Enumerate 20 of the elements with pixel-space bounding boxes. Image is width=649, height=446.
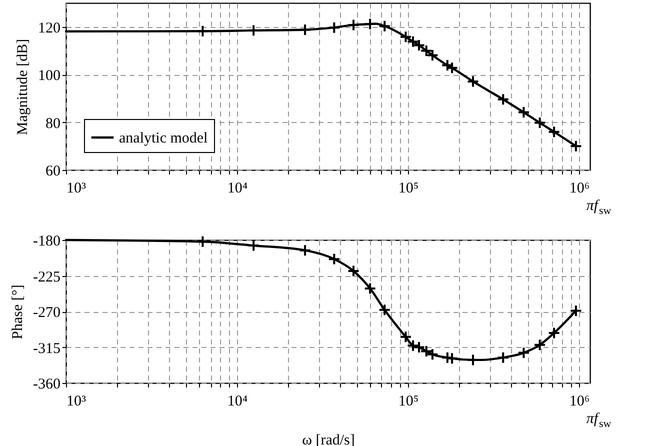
y-tick-label: -270: [33, 305, 60, 321]
y-tick-label: 120: [38, 20, 60, 36]
y-axis-title: Phase [°]: [10, 284, 26, 340]
x-tick-label: 10⁶: [569, 180, 590, 196]
x-tick-label: 10⁵: [398, 394, 419, 410]
y-tick-label: -315: [33, 340, 60, 357]
x-tick-label: 10⁵: [398, 180, 419, 196]
y-tick-label: -180: [33, 234, 60, 250]
x-tick-label: 10³: [66, 180, 86, 196]
y-tick-label: -225: [33, 269, 60, 286]
y-tick-label: 80: [46, 116, 60, 132]
y-tick-label: -360: [33, 376, 60, 392]
x-tick-label: 10³: [66, 394, 86, 410]
y-tick-label: 60: [46, 164, 60, 180]
x-tick-label: 10⁶: [569, 394, 590, 410]
legend-label: analytic model: [119, 130, 208, 146]
y-tick-label: 100: [38, 68, 60, 84]
y-axis-title: Magnitude [dB]: [15, 38, 31, 136]
x-tick-label: 10⁴: [227, 394, 248, 410]
x-tick-label: 10⁴: [227, 180, 248, 196]
